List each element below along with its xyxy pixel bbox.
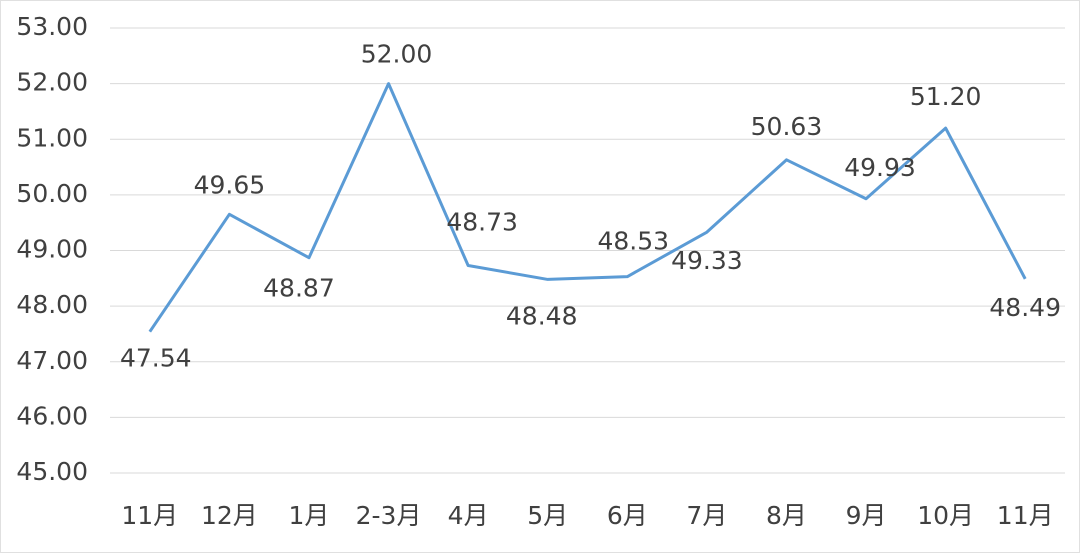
y-tick-label: 50.00 [16, 179, 88, 208]
y-tick-label: 46.00 [16, 401, 88, 430]
data-label: 52.00 [361, 40, 433, 69]
data-label: 48.73 [446, 208, 518, 237]
x-tick-label: 6月 [607, 501, 648, 530]
y-tick-label: 52.00 [16, 68, 88, 97]
data-label: 49.65 [194, 170, 266, 199]
x-tick-label: 9月 [846, 501, 887, 530]
x-tick-label: 11月 [997, 501, 1054, 530]
data-label: 50.63 [751, 112, 823, 141]
y-tick-label: 47.00 [16, 346, 88, 375]
series-line [148, 82, 1027, 333]
data-label: 47.54 [120, 344, 192, 373]
x-tick-label: 1月 [289, 501, 330, 530]
x-tick-label: 5月 [527, 501, 568, 530]
data-label: 48.48 [506, 301, 578, 330]
y-tick-label: 49.00 [16, 235, 88, 264]
data-label: 48.53 [598, 227, 670, 256]
x-tick-label: 2-3月 [356, 501, 422, 530]
x-tick-label: 4月 [448, 501, 489, 530]
y-tick-label: 48.00 [16, 290, 88, 319]
x-tick-label: 10月 [917, 501, 974, 530]
data-label: 51.20 [910, 82, 982, 111]
data-label: 48.87 [263, 274, 335, 303]
y-tick-label: 51.00 [16, 123, 88, 152]
x-tick-label: 7月 [686, 501, 727, 530]
data-label: 48.49 [989, 293, 1061, 322]
y-tick-label: 53.00 [16, 12, 88, 41]
y-tick-label: 45.00 [16, 457, 88, 486]
x-tick-label: 12月 [201, 501, 258, 530]
data-label: 49.33 [671, 246, 743, 275]
x-tick-label: 11月 [121, 501, 178, 530]
data-label: 49.93 [844, 153, 916, 182]
x-tick-label: 8月 [766, 501, 807, 530]
